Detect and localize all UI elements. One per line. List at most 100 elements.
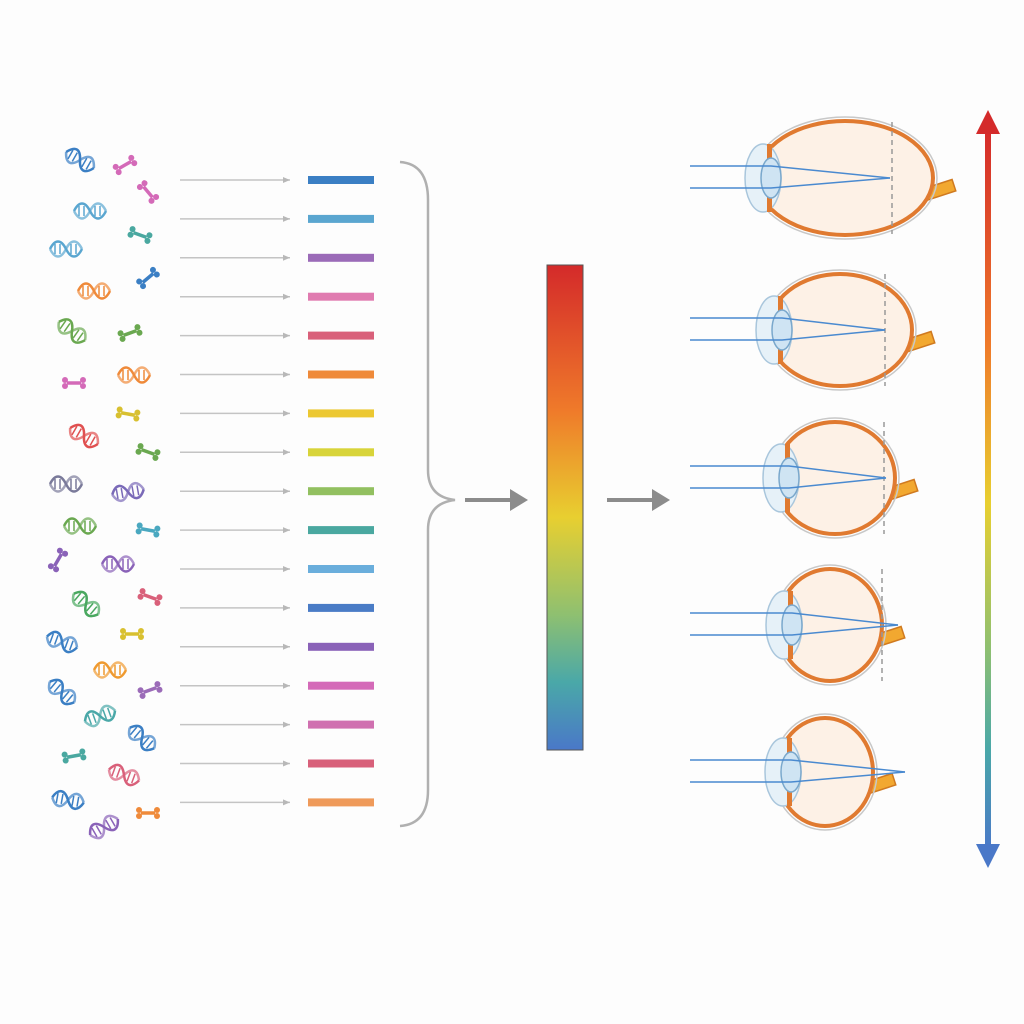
strand bbox=[72, 202, 108, 220]
knob bbox=[56, 547, 63, 554]
rung bbox=[53, 634, 59, 645]
eye bbox=[690, 417, 919, 539]
rung bbox=[120, 487, 124, 499]
rung bbox=[71, 152, 78, 162]
strand bbox=[116, 366, 152, 384]
light-ray bbox=[690, 317, 886, 331]
knob bbox=[154, 813, 160, 819]
rung bbox=[64, 638, 70, 649]
rung bbox=[109, 817, 116, 827]
dna-icon bbox=[88, 814, 120, 840]
strand bbox=[47, 681, 77, 703]
iris bbox=[787, 738, 792, 754]
knob bbox=[134, 409, 141, 416]
knob bbox=[149, 266, 156, 273]
dna-icon bbox=[57, 318, 87, 344]
dna-icon bbox=[48, 240, 84, 258]
iris bbox=[785, 496, 790, 512]
knob bbox=[144, 237, 151, 244]
arrow bbox=[607, 489, 670, 511]
rung bbox=[91, 713, 97, 724]
bar bbox=[308, 798, 374, 807]
dna-icon bbox=[62, 517, 98, 535]
rung bbox=[71, 425, 78, 436]
rung bbox=[55, 793, 59, 804]
eye bbox=[690, 713, 906, 831]
light-ray bbox=[690, 759, 906, 773]
knob bbox=[136, 813, 142, 819]
lens bbox=[781, 604, 803, 646]
rung bbox=[89, 436, 96, 446]
strand bbox=[57, 321, 87, 341]
knob bbox=[120, 628, 126, 634]
light-ray bbox=[690, 165, 891, 179]
rung bbox=[72, 329, 80, 339]
knob bbox=[115, 169, 122, 176]
knob bbox=[154, 599, 161, 606]
knob bbox=[62, 550, 69, 557]
eye bbox=[690, 564, 906, 686]
rung bbox=[115, 488, 119, 499]
bar bbox=[308, 565, 374, 573]
rung bbox=[85, 433, 92, 444]
strand bbox=[132, 230, 148, 240]
rung bbox=[129, 726, 138, 736]
bar bbox=[308, 448, 374, 457]
knob bbox=[154, 525, 161, 532]
bar bbox=[308, 331, 374, 340]
dna-icon bbox=[135, 443, 161, 461]
bar bbox=[308, 253, 374, 262]
strand bbox=[64, 151, 96, 169]
rung bbox=[73, 592, 82, 602]
iris bbox=[767, 144, 772, 160]
rung bbox=[71, 795, 75, 806]
bar bbox=[308, 642, 374, 651]
rung bbox=[75, 428, 82, 438]
rung bbox=[76, 796, 80, 807]
dna-icon bbox=[76, 282, 112, 300]
lens bbox=[780, 751, 802, 793]
dna-icon bbox=[92, 661, 128, 679]
strand bbox=[84, 704, 116, 728]
lens bbox=[771, 309, 793, 351]
knob bbox=[137, 687, 144, 694]
strand bbox=[76, 282, 112, 300]
knob bbox=[61, 751, 68, 758]
knob bbox=[119, 335, 126, 342]
light-ray bbox=[690, 624, 899, 636]
lens bbox=[778, 457, 800, 499]
knob bbox=[47, 563, 54, 570]
gradient-bar bbox=[546, 264, 584, 751]
knob bbox=[139, 692, 146, 699]
rung bbox=[62, 690, 70, 700]
dna-icon bbox=[120, 628, 144, 640]
iris bbox=[778, 296, 783, 312]
knob bbox=[117, 330, 124, 337]
dna-icon bbox=[112, 154, 138, 176]
dna-icon bbox=[45, 630, 79, 654]
knob bbox=[80, 754, 87, 761]
strand bbox=[127, 727, 157, 749]
strand bbox=[48, 240, 84, 258]
light-ray bbox=[690, 177, 891, 189]
rung bbox=[136, 485, 140, 496]
knob bbox=[139, 588, 146, 595]
rung bbox=[49, 633, 55, 644]
dna-icon bbox=[47, 547, 69, 573]
rung bbox=[85, 160, 92, 170]
rung bbox=[111, 766, 117, 777]
bar bbox=[308, 526, 374, 535]
eyeball bbox=[755, 119, 935, 237]
knob bbox=[112, 163, 119, 170]
bar bbox=[308, 487, 374, 496]
knob bbox=[148, 197, 155, 204]
knob bbox=[156, 594, 163, 601]
dna-icon bbox=[83, 704, 117, 728]
dna-icon bbox=[48, 475, 84, 493]
dna-icon bbox=[135, 522, 161, 538]
rung bbox=[53, 683, 62, 693]
knob bbox=[141, 180, 148, 187]
rung bbox=[131, 486, 135, 497]
bar bbox=[308, 214, 374, 223]
knob bbox=[135, 448, 142, 455]
